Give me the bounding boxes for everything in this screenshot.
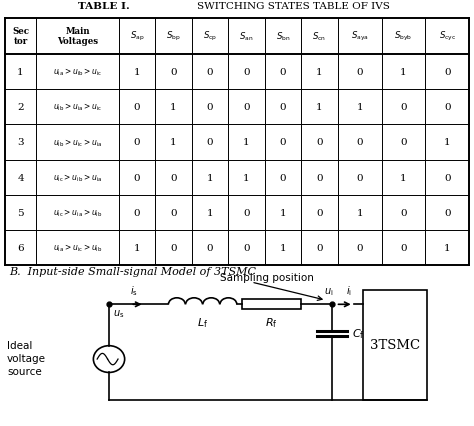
Text: 1: 1 (316, 68, 323, 77)
Text: 1: 1 (243, 173, 250, 182)
Text: $S_{\rm ap}$: $S_{\rm ap}$ (129, 30, 144, 43)
Text: 0: 0 (400, 138, 407, 147)
Text: $u_{\rm ic}{>}u_{\rm ia}{>}u_{\rm ib}$: $u_{\rm ic}{>}u_{\rm ia}{>}u_{\rm ib}$ (53, 207, 102, 219)
Text: 1: 1 (356, 103, 363, 112)
Text: $S_{\rm an}$: $S_{\rm an}$ (239, 30, 254, 43)
Text: 1: 1 (207, 208, 213, 217)
Text: 0: 0 (170, 244, 177, 253)
Text: 0: 0 (280, 173, 286, 182)
Text: 0: 0 (444, 208, 451, 217)
Text: 0: 0 (444, 68, 451, 77)
Text: 0: 0 (134, 208, 140, 217)
Text: TABLE I.: TABLE I. (78, 2, 130, 11)
Text: Sec
tor: Sec tor (12, 27, 29, 46)
Text: B.  Input-side Small-signal Model of 3TSMC: B. Input-side Small-signal Model of 3TSM… (9, 266, 256, 276)
Text: Sampling position: Sampling position (220, 272, 314, 282)
Text: 2: 2 (17, 103, 24, 112)
Text: 0: 0 (400, 103, 407, 112)
Text: 1: 1 (134, 244, 140, 253)
Text: 0: 0 (134, 173, 140, 182)
Text: $S_{\rm bn}$: $S_{\rm bn}$ (276, 30, 290, 43)
Text: 1: 1 (400, 173, 407, 182)
Text: 1: 1 (243, 138, 250, 147)
Text: $S_{\rm byb}$: $S_{\rm byb}$ (394, 30, 413, 43)
Text: 0: 0 (280, 103, 286, 112)
Text: 0: 0 (400, 208, 407, 217)
Text: 0: 0 (207, 138, 213, 147)
Text: 0: 0 (356, 138, 363, 147)
Text: 5: 5 (17, 208, 24, 217)
Text: 1: 1 (207, 173, 213, 182)
Text: 0: 0 (280, 138, 286, 147)
Text: $R_{\rm f}$: $R_{\rm f}$ (265, 316, 278, 330)
Text: 0: 0 (400, 244, 407, 253)
Text: $u_{\rm ia}{>}u_{\rm ic}{>}u_{\rm ib}$: $u_{\rm ia}{>}u_{\rm ic}{>}u_{\rm ib}$ (53, 242, 102, 254)
Bar (242, 300, 301, 309)
Text: 1: 1 (400, 68, 407, 77)
Text: 0: 0 (207, 244, 213, 253)
Text: 4: 4 (17, 173, 24, 182)
Text: 1: 1 (280, 208, 286, 217)
Text: 0: 0 (134, 138, 140, 147)
Text: 0: 0 (243, 103, 250, 112)
Text: 1: 1 (444, 244, 451, 253)
Text: 3TSMC: 3TSMC (370, 339, 419, 351)
Text: 0: 0 (444, 103, 451, 112)
Text: 1: 1 (316, 103, 323, 112)
Text: $u_{\rm ib}{>}u_{\rm ic}{>}u_{\rm ia}$: $u_{\rm ib}{>}u_{\rm ic}{>}u_{\rm ia}$ (53, 137, 102, 148)
Text: 1: 1 (356, 208, 363, 217)
Text: 6: 6 (17, 244, 24, 253)
Text: SWITCHING STATES TABLE OF IVS: SWITCHING STATES TABLE OF IVS (198, 2, 390, 11)
Text: 3: 3 (17, 138, 24, 147)
Text: 1: 1 (17, 68, 24, 77)
Text: 0: 0 (207, 68, 213, 77)
Text: 0: 0 (444, 173, 451, 182)
Text: 0: 0 (356, 244, 363, 253)
Text: 0: 0 (243, 208, 250, 217)
Text: 0: 0 (356, 173, 363, 182)
Text: $u_{\rm ic}{>}u_{\rm ib}{>}u_{\rm ia}$: $u_{\rm ic}{>}u_{\rm ib}{>}u_{\rm ia}$ (53, 172, 102, 184)
Text: $u_{\rm ib}{>}u_{\rm ia}{>}u_{\rm ic}$: $u_{\rm ib}{>}u_{\rm ia}{>}u_{\rm ic}$ (53, 102, 102, 113)
Text: voltage: voltage (7, 353, 46, 363)
Text: Ideal: Ideal (7, 340, 33, 350)
Text: 0: 0 (316, 173, 323, 182)
Text: 0: 0 (170, 208, 177, 217)
Text: 1: 1 (280, 244, 286, 253)
Text: Main
Voltages: Main Voltages (57, 27, 98, 46)
Text: 0: 0 (316, 208, 323, 217)
Text: $i_{\rm i}$: $i_{\rm i}$ (346, 284, 352, 297)
Text: 1: 1 (134, 68, 140, 77)
Text: $C_{\rm f}$: $C_{\rm f}$ (352, 327, 365, 341)
Text: $i_{\rm s}$: $i_{\rm s}$ (130, 284, 138, 297)
Text: 0: 0 (316, 138, 323, 147)
Text: $S_{\rm bp}$: $S_{\rm bp}$ (166, 30, 181, 43)
Text: $S_{\rm aya}$: $S_{\rm aya}$ (351, 30, 369, 43)
Text: 1: 1 (170, 103, 177, 112)
Text: 0: 0 (170, 68, 177, 77)
Text: $u_{\rm i}$: $u_{\rm i}$ (324, 285, 333, 297)
Text: $u_{\rm s}$: $u_{\rm s}$ (113, 308, 124, 320)
Text: 0: 0 (280, 68, 286, 77)
Text: 0: 0 (316, 244, 323, 253)
Text: 1: 1 (444, 138, 451, 147)
Text: $S_{\rm cyc}$: $S_{\rm cyc}$ (438, 30, 456, 43)
Text: 0: 0 (243, 68, 250, 77)
Text: $L_{\rm f}$: $L_{\rm f}$ (197, 316, 208, 330)
Bar (363, 291, 427, 400)
Text: 1: 1 (170, 138, 177, 147)
Text: 0: 0 (134, 103, 140, 112)
Text: source: source (7, 366, 42, 376)
Text: 0: 0 (207, 103, 213, 112)
Text: 0: 0 (170, 173, 177, 182)
Text: 0: 0 (356, 68, 363, 77)
Text: 0: 0 (243, 244, 250, 253)
Text: $u_{\rm ia}{>}u_{\rm ib}{>}u_{\rm ic}$: $u_{\rm ia}{>}u_{\rm ib}{>}u_{\rm ic}$ (53, 66, 102, 78)
Text: $S_{\rm cp}$: $S_{\rm cp}$ (203, 30, 217, 43)
Text: $S_{\rm cn}$: $S_{\rm cn}$ (312, 30, 327, 43)
